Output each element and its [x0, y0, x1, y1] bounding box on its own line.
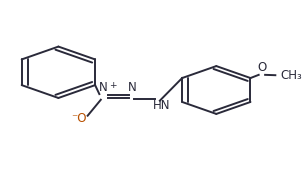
Text: CH₃: CH₃: [280, 69, 302, 82]
Text: N: N: [128, 81, 136, 94]
Text: N: N: [99, 81, 108, 94]
Text: HN: HN: [153, 99, 170, 112]
Text: +: +: [109, 81, 116, 90]
Text: O: O: [258, 61, 267, 74]
Text: ⁻O: ⁻O: [71, 112, 87, 125]
